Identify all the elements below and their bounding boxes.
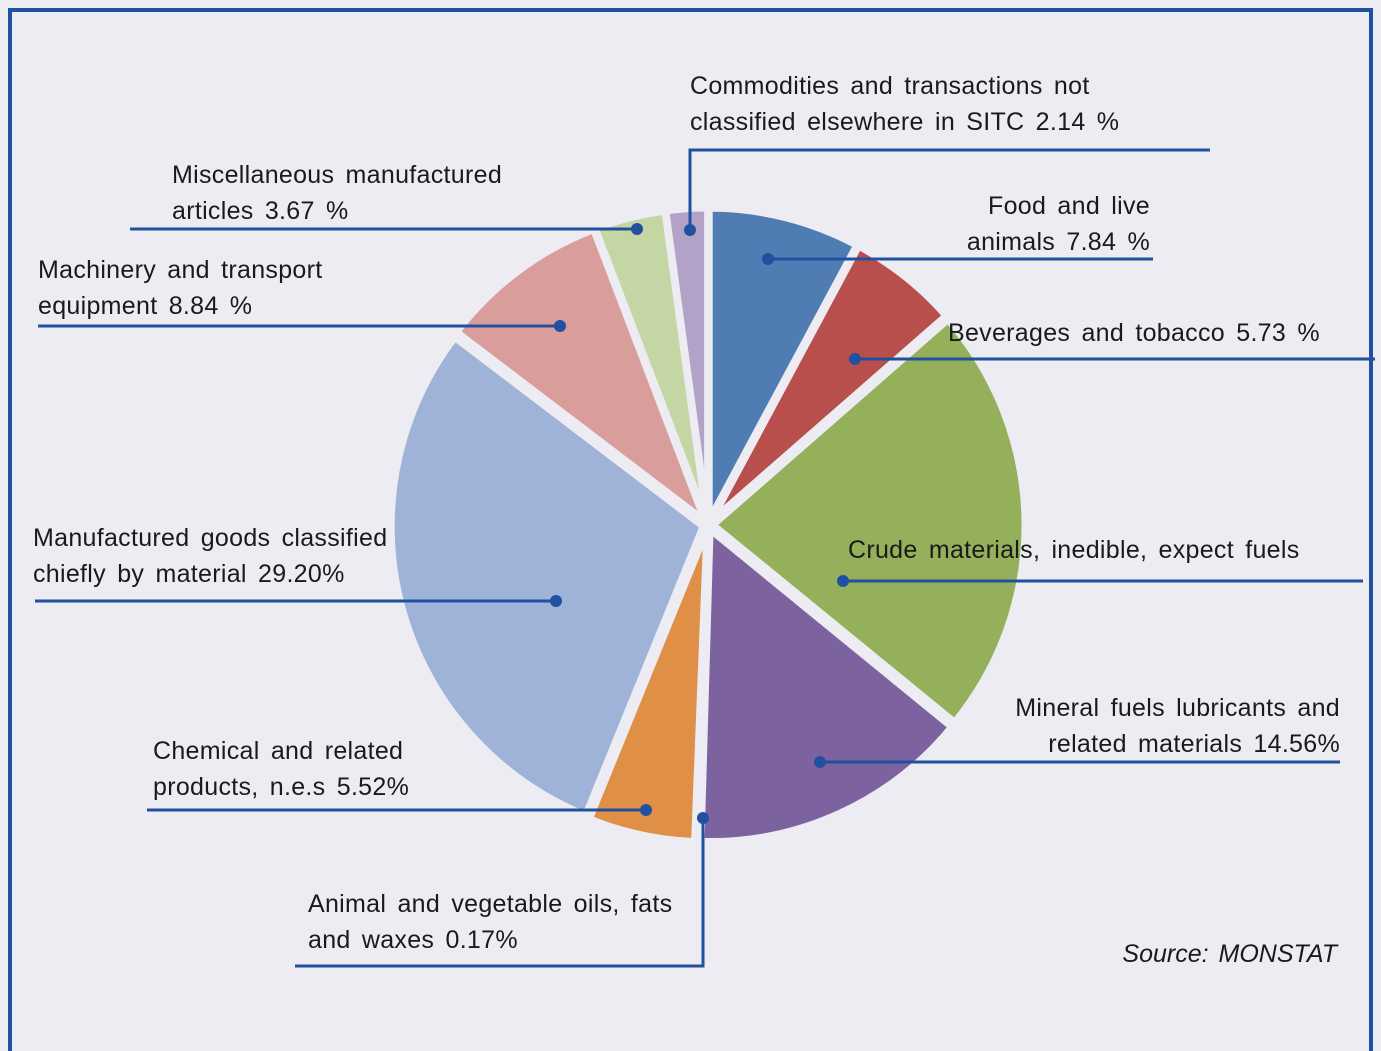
slice-label: Food and live animals 7.84 % [928,188,1150,260]
slice-label: Crude materials, inedible, expect fuels [848,532,1368,568]
leader-dot [837,575,849,587]
category-label: Animal and vegetable oils, fats and waxe… [308,890,673,954]
leader-dot [550,595,562,607]
leader-dot [697,812,709,824]
slice-label: Animal and vegetable oils, fats and waxe… [308,886,678,958]
slice-label: Mineral fuels lubricants and related mat… [930,690,1340,762]
category-label: Machinery and transport equipment [38,256,323,320]
pie-slice [705,204,861,524]
category-label: Beverages and tobacco [948,319,1225,347]
leader-dot [554,320,566,332]
pie-slice [662,204,712,524]
leader-dot [684,224,696,236]
leader-line [295,818,705,968]
leader-line [688,148,1210,230]
leader-dot [762,253,774,265]
value-label: 3.67 % [264,197,349,225]
value-label: 14.56% [1253,730,1340,758]
value-label: 7.84 % [1066,228,1150,256]
category-label: Chemical and related products, n.e.s [153,737,404,801]
value-label: 8.84 % [168,292,253,320]
leader-dot [631,223,643,235]
slice-label: Commodities and transactions not classif… [690,68,1200,140]
value-label: 5.52% [336,773,410,801]
slice-label: Beverages and tobacco 5.73 % [948,315,1378,351]
value-label: 0.17% [445,926,518,954]
category-label: Miscellaneous manufactured articles [172,161,503,225]
category-label: Manufactured goods classified chiefly by… [33,524,388,588]
leader-dot [849,353,861,365]
pie-slice [709,316,1029,726]
leader-dot [814,756,826,768]
leader-dot [640,804,652,816]
slice-label: Machinery and transport equipment 8.84 % [38,252,378,324]
slice-label: Chemical and related products, n.e.s 5.5… [153,733,453,805]
slice-label: Miscellaneous manufactured articles 3.67… [172,157,572,229]
value-label: 2.14 % [1035,108,1120,136]
category-label: Food and live animals [966,192,1150,256]
value-label: 5.73 % [1236,319,1320,347]
category-label: Crude materials, inedible, expect fuels [848,536,1300,564]
frame [8,8,1373,1051]
source: Source: MONSTAT [1122,940,1337,968]
value-label: 29.20% [258,560,345,588]
category-label: Mineral fuels lubricants and related mat… [1015,694,1340,758]
category-label: Commodities and transactions not classif… [690,72,1090,136]
pie-slice [697,526,956,846]
slice-label: Manufactured goods classified chiefly by… [33,520,453,592]
pie-slice [585,526,711,846]
pie-slice [387,333,707,819]
pie-slice [707,242,950,525]
